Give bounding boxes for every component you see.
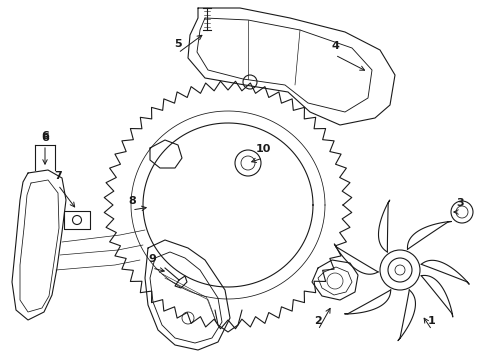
Text: 6: 6 <box>41 131 49 141</box>
Text: 6: 6 <box>41 133 49 143</box>
Text: 4: 4 <box>331 41 339 51</box>
Text: 2: 2 <box>314 316 322 326</box>
Text: 7: 7 <box>54 171 62 181</box>
Text: 1: 1 <box>428 316 436 326</box>
Text: 9: 9 <box>148 254 156 264</box>
Text: 5: 5 <box>174 39 182 49</box>
Text: 10: 10 <box>255 144 270 154</box>
Text: 8: 8 <box>128 196 136 206</box>
Text: 3: 3 <box>456 198 464 208</box>
